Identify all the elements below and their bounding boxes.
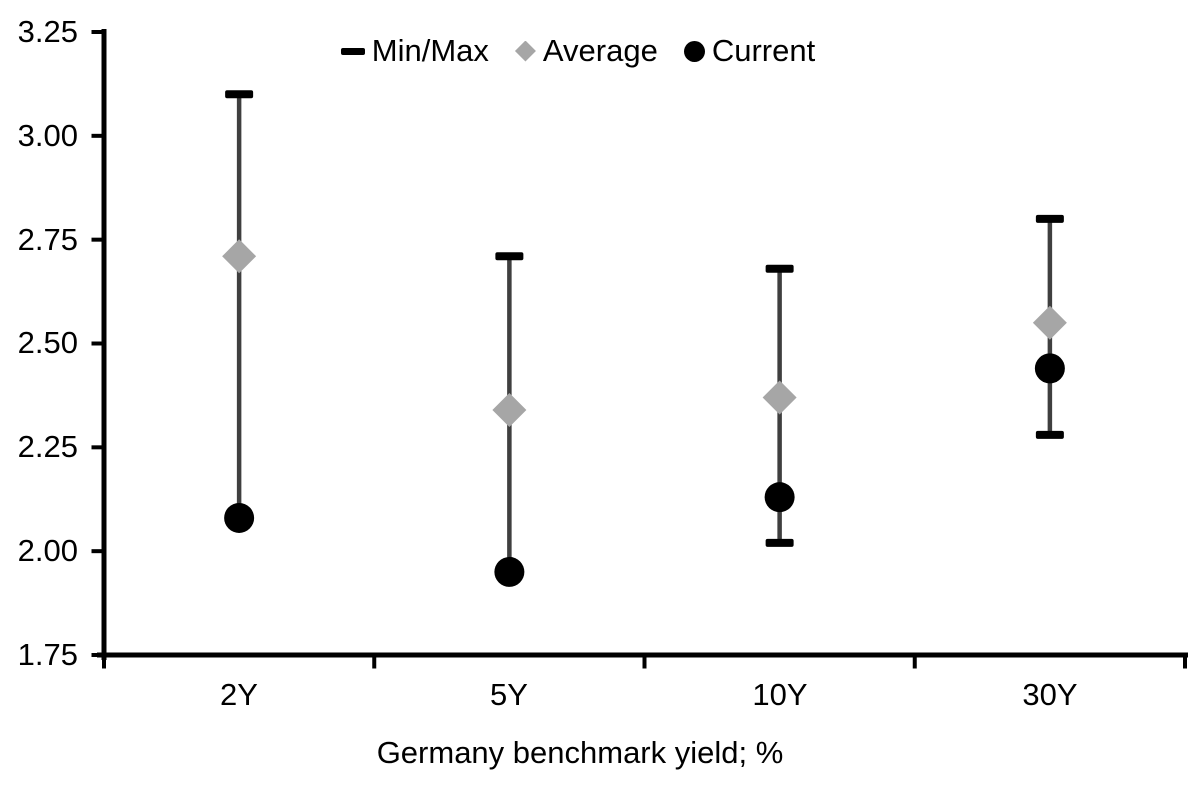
y-axis-tick: [91, 653, 102, 657]
y-axis-tick: [91, 237, 102, 242]
x-axis-title: Germany benchmark yield; %: [376, 735, 784, 770]
max-cap-10Y: [765, 264, 794, 273]
y-tick-label: 2.50: [17, 325, 78, 360]
y-axis-tick: [91, 445, 102, 450]
average-diamond-icon: [514, 40, 536, 62]
x-tick-label: 30Y: [1022, 677, 1078, 712]
current-dot-5Y: [494, 556, 525, 587]
y-axis-tick: [91, 341, 102, 346]
y-axis-line: [101, 29, 107, 660]
y-axis-tick: [91, 30, 102, 34]
x-axis-tick: [1183, 657, 1187, 669]
max-cap-30Y: [1035, 214, 1064, 223]
y-axis-tick: [91, 549, 102, 554]
x-tick-label: 2Y: [220, 677, 258, 712]
y-axis-tick: [91, 133, 102, 138]
average-diamond-10Y: [762, 380, 797, 415]
average-diamond-5Y: [492, 392, 527, 427]
max-cap-5Y: [495, 252, 524, 261]
x-axis-tick: [642, 657, 647, 669]
x-axis-tick: [102, 657, 106, 669]
legend-label-minmax: Min/Max: [371, 33, 489, 68]
current-dot-2Y: [224, 502, 255, 533]
x-tick-label: 10Y: [752, 677, 808, 712]
legend-item-average: Average: [514, 31, 658, 71]
y-tick-label: 2.25: [17, 429, 78, 464]
y-tick-label: 1.75: [17, 637, 78, 672]
x-axis-tick: [372, 657, 377, 669]
y-tick-label: 3.00: [17, 118, 78, 153]
legend-label-current: Current: [711, 33, 816, 68]
y-tick-label: 2.75: [17, 222, 78, 257]
x-axis-tick: [912, 657, 917, 669]
y-tick-label: 3.25: [17, 14, 78, 49]
current-dot-10Y: [764, 482, 795, 513]
min-cap-10Y: [765, 538, 794, 547]
current-dot-30Y: [1034, 353, 1065, 384]
legend-label-average: Average: [542, 33, 658, 68]
legend: Min/Max Average Current: [0, 31, 1156, 71]
current-circle-icon: [683, 40, 705, 62]
max-cap-2Y: [225, 90, 254, 99]
y-tick-label: 2.00: [17, 533, 78, 568]
average-diamond-30Y: [1032, 305, 1067, 340]
minmax-dash-icon: [340, 47, 365, 55]
legend-item-current: Current: [683, 31, 816, 71]
x-axis-line: [97, 652, 1188, 658]
x-tick-label: 5Y: [490, 677, 528, 712]
min-cap-30Y: [1035, 430, 1064, 439]
legend-item-minmax: Min/Max: [340, 31, 489, 71]
average-diamond-2Y: [222, 239, 257, 274]
